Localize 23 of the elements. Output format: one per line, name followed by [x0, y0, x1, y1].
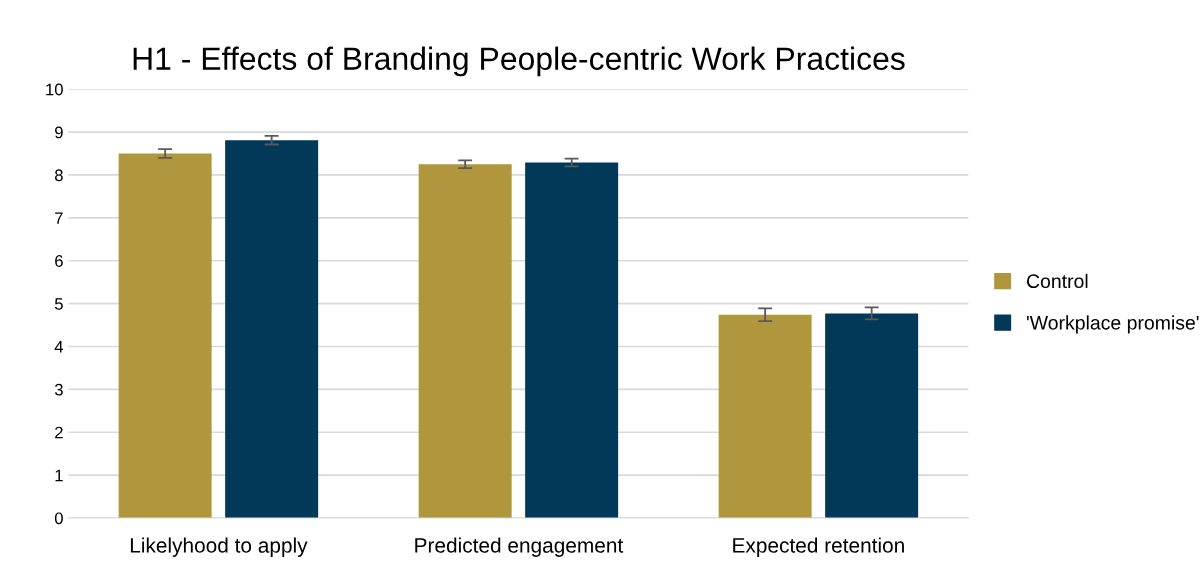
x-tick-label: Predicted engagement	[415, 537, 624, 557]
y-tick-label: 8	[54, 169, 63, 182]
y-tick-label: 5	[54, 298, 63, 310]
y-tick-label: 4	[54, 341, 64, 353]
y-tick-label: 0	[54, 512, 63, 525]
y-tick-label: 7	[55, 212, 63, 224]
y-tick-label: 3	[54, 383, 63, 396]
x-tick-label: Likelyhood to apply	[130, 537, 308, 557]
y-tick-label: 10	[46, 83, 63, 96]
y-tick-label: 6	[55, 255, 63, 267]
x-tick-label: Expected retention	[733, 537, 904, 557]
bar	[825, 313, 919, 519]
y-tick-label: 9	[55, 126, 63, 139]
bar	[718, 314, 812, 519]
bar	[118, 153, 212, 519]
bar	[525, 162, 619, 519]
chart-title: H1 - Effects of Branding People-centric Work Practices	[133, 46, 905, 77]
bar	[418, 164, 512, 519]
legend-label: Control	[1027, 273, 1088, 289]
y-tick-label: 2	[55, 426, 63, 439]
legend-label: 'Workplace promise'	[1027, 315, 1199, 334]
bar	[225, 140, 319, 519]
y-tick-label: 1	[55, 469, 63, 482]
